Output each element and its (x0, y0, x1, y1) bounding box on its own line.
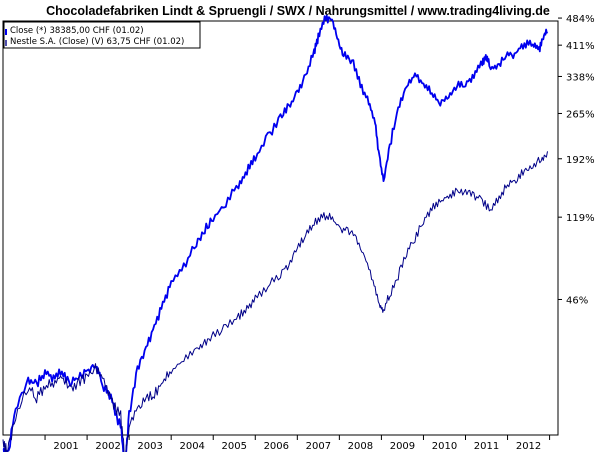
x-tick-label: 2008 (348, 441, 373, 452)
y-axis: 484% 411% 338% 265% 192% 119% 46% (558, 14, 595, 306)
x-tick-label: 2005 (222, 441, 247, 452)
legend-box (3, 21, 201, 49)
y-tick-label: 338% (566, 72, 595, 83)
legend-entry-nestle: Nestle S.A. (Close) (V) 63,75 CHF (01.02… (10, 37, 184, 47)
y-tick-label: 192% (566, 155, 595, 166)
series-line-nestle (2, 151, 548, 452)
x-tick-label: 2002 (95, 441, 120, 452)
series-line-close (2, 14, 549, 452)
x-tick-label: 2004 (179, 441, 204, 452)
x-tick-label: 2007 (306, 441, 331, 452)
x-tick-label: 2001 (53, 441, 78, 452)
y-tick-label: 484% (566, 14, 595, 25)
x-tick-label: 2009 (390, 441, 415, 452)
x-tick-label: 2006 (264, 441, 289, 452)
y-tick-label: 46% (566, 295, 588, 306)
legend-entry-close: Close (*) 38385,00 CHF (01.02) (10, 26, 144, 36)
plot-frame (2, 20, 559, 436)
x-tick-label: 2012 (516, 441, 541, 452)
x-axis: 2001 2002 2003 2004 2005 2006 2007 2008 2009 2010… (44, 435, 551, 452)
x-tick-label: 2003 (137, 441, 162, 452)
chart-title: Chocoladefabriken Lindt & Spruengli / SW… (46, 4, 550, 18)
x-tick-label: 2011 (474, 441, 499, 452)
x-tick-label: 2010 (432, 441, 457, 452)
series-layer (2, 14, 549, 452)
y-tick-label: 411% (566, 41, 595, 52)
y-tick-label: 119% (566, 213, 595, 224)
y-tick-label: 265% (566, 109, 595, 120)
legend: Close (*) 38385,00 CHF (01.02) Nestle S.… (3, 21, 201, 49)
